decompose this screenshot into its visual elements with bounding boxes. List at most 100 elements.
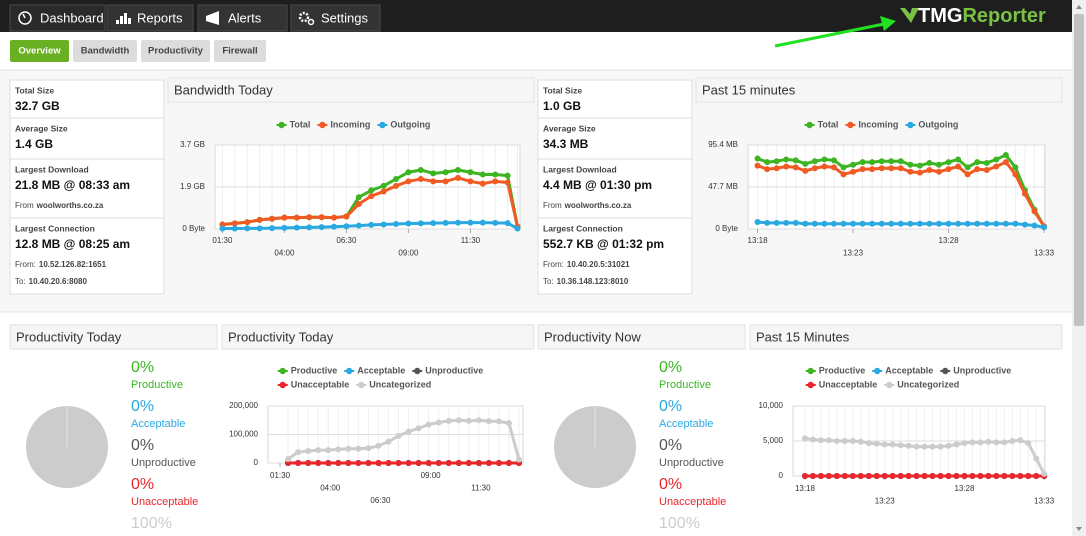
data-point xyxy=(355,222,362,229)
x-tick-label: 01:30 xyxy=(212,236,233,245)
tab[interactable] xyxy=(214,40,266,62)
data-point xyxy=(305,460,312,466)
x-tick-label: 06:30 xyxy=(336,236,357,245)
data-point xyxy=(504,179,511,186)
legend-item: Uncategorized xyxy=(356,379,431,389)
data-point xyxy=(809,473,816,479)
nav-label[interactable]: Dashboard xyxy=(40,10,104,25)
legend-item: Incoming xyxy=(317,119,370,129)
legend-item: Unacceptable xyxy=(805,379,877,389)
x-tick-label: 13:28 xyxy=(939,236,960,245)
data-point xyxy=(492,219,499,226)
stat-detail: From woolworths.co.za xyxy=(15,201,104,210)
data-point xyxy=(455,460,462,466)
legend-item: Unacceptable xyxy=(277,379,349,389)
data-point xyxy=(955,163,962,170)
x-tick-label: 01:30 xyxy=(270,471,291,480)
legend-marker xyxy=(942,367,949,375)
tab[interactable] xyxy=(73,40,137,62)
data-point xyxy=(888,158,895,165)
data-point xyxy=(435,460,442,466)
data-point xyxy=(905,442,912,449)
data-point xyxy=(859,166,866,173)
stat-detail: To: 10.40.20.6:8080 xyxy=(15,277,87,286)
x-tick-label: 09:00 xyxy=(398,249,419,258)
data-point xyxy=(783,219,790,226)
data-point xyxy=(285,456,292,463)
data-point xyxy=(492,171,499,178)
panel-title: Past 15 minutes xyxy=(702,82,796,97)
legend-label: Unacceptable xyxy=(659,496,726,508)
legend-value: 0% xyxy=(659,437,682,454)
data-point xyxy=(395,460,402,466)
data-point xyxy=(375,460,382,466)
data-point xyxy=(964,171,971,178)
data-point xyxy=(907,161,914,168)
x-tick-label: 13:33 xyxy=(1034,249,1055,258)
data-point xyxy=(1012,164,1019,171)
data-point xyxy=(380,182,387,189)
data-point xyxy=(479,171,486,178)
y-tick-label: 0 xyxy=(779,471,784,480)
nav-label[interactable]: Alerts xyxy=(228,10,262,25)
scroll-down[interactable] xyxy=(1076,527,1082,531)
panel-header xyxy=(9,324,218,350)
y-tick-label: 47.7 MB xyxy=(708,182,738,191)
legend-item: Acceptable xyxy=(344,365,405,375)
data-point xyxy=(355,194,362,201)
x-tick-label: 13:33 xyxy=(1034,497,1055,506)
legend-label: Acceptable xyxy=(659,418,713,430)
nav-label[interactable]: Settings xyxy=(321,10,368,25)
icon xyxy=(128,18,131,24)
data-point xyxy=(475,417,482,424)
tab-label[interactable]: Bandwidth xyxy=(81,46,130,57)
detail-label: From: xyxy=(15,260,36,269)
scrollbar-thumb[interactable] xyxy=(1074,14,1084,326)
data-point xyxy=(764,219,771,226)
data-point xyxy=(405,178,412,185)
data-point xyxy=(295,460,302,466)
legend-marker xyxy=(806,121,813,129)
tab-label[interactable]: Productivity xyxy=(148,46,204,57)
data-point xyxy=(955,156,962,163)
data-point xyxy=(417,166,424,173)
legend-label: Incoming xyxy=(858,119,898,129)
panel-title: Bandwidth Today xyxy=(174,82,273,97)
nav-button[interactable] xyxy=(9,4,106,32)
legend-marker xyxy=(358,381,365,389)
data-point xyxy=(385,438,392,445)
legend-label: Productive xyxy=(291,365,338,375)
nav-button[interactable] xyxy=(290,4,381,32)
tab[interactable] xyxy=(10,40,69,62)
nav-label[interactable]: Reports xyxy=(137,10,183,25)
tab-label[interactable]: Firewall xyxy=(222,46,257,57)
data-point xyxy=(888,220,895,227)
legend-marker xyxy=(907,121,914,129)
data-point xyxy=(435,419,442,426)
data-point xyxy=(405,220,412,227)
legend-item: Acceptable xyxy=(872,365,933,375)
data-point xyxy=(455,417,462,424)
data-point xyxy=(802,160,809,167)
data-point xyxy=(993,156,1000,163)
scroll-up[interactable] xyxy=(1076,5,1082,9)
data-point xyxy=(405,169,412,176)
data-point xyxy=(859,220,866,227)
tab-label[interactable]: Overview xyxy=(18,46,61,57)
legend-label: Uncategorized xyxy=(897,379,959,389)
legend-item: Total xyxy=(276,119,310,129)
data-point xyxy=(1012,220,1019,227)
y-tick-label: 95.4 MB xyxy=(708,140,738,149)
data-point xyxy=(926,159,933,166)
data-point xyxy=(964,220,971,227)
panel-title: Productivity Now xyxy=(544,329,641,344)
x-tick-label: 13:18 xyxy=(795,484,816,493)
y-tick-label: 100,000 xyxy=(229,430,258,439)
data-point xyxy=(1002,220,1009,227)
legend-item: Productive xyxy=(277,365,338,375)
y-tick-label: 1.9 GB xyxy=(180,182,205,191)
legend-marker xyxy=(279,381,286,389)
tab[interactable] xyxy=(141,40,210,62)
data-point xyxy=(935,220,942,227)
data-point xyxy=(974,166,981,173)
